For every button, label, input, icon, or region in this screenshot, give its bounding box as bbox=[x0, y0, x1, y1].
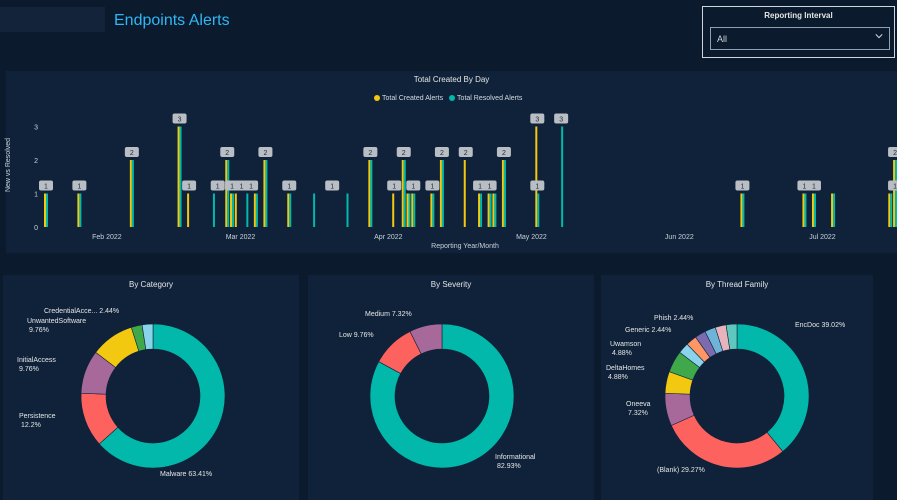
legend-resolved-swatch bbox=[449, 95, 456, 101]
chevron-down-icon[interactable] bbox=[875, 32, 883, 40]
chart-title: By Category bbox=[128, 280, 174, 289]
logo-placeholder bbox=[0, 7, 105, 32]
reporting-interval-slicer: Reporting Interval All bbox=[702, 6, 895, 58]
by-severity-panel: By Severity bbox=[308, 275, 594, 500]
total-created-by-day-panel: Total Created By Day bbox=[6, 71, 897, 253]
chart-title: By Thread Family bbox=[705, 280, 769, 289]
selected-value: All bbox=[717, 34, 728, 44]
chart-title: Total Created By Day bbox=[413, 75, 490, 84]
reporting-interval-dropdown[interactable]: All bbox=[710, 27, 890, 50]
by-category-panel: By Category bbox=[3, 275, 299, 500]
legend-created-label: Total Created Alerts bbox=[382, 95, 444, 102]
chart-legend: Total Created Alerts Total Resolved Aler… bbox=[374, 95, 522, 102]
legend-created-swatch bbox=[374, 95, 380, 101]
by-thread-family-panel: By Thread Family bbox=[601, 275, 873, 500]
slicer-title: Reporting Interval bbox=[764, 11, 833, 20]
page-title: Endpoints Alerts bbox=[114, 12, 230, 29]
legend-resolved-label: Total Resolved Alerts bbox=[457, 95, 523, 102]
chart-title: By Severity bbox=[430, 280, 472, 289]
